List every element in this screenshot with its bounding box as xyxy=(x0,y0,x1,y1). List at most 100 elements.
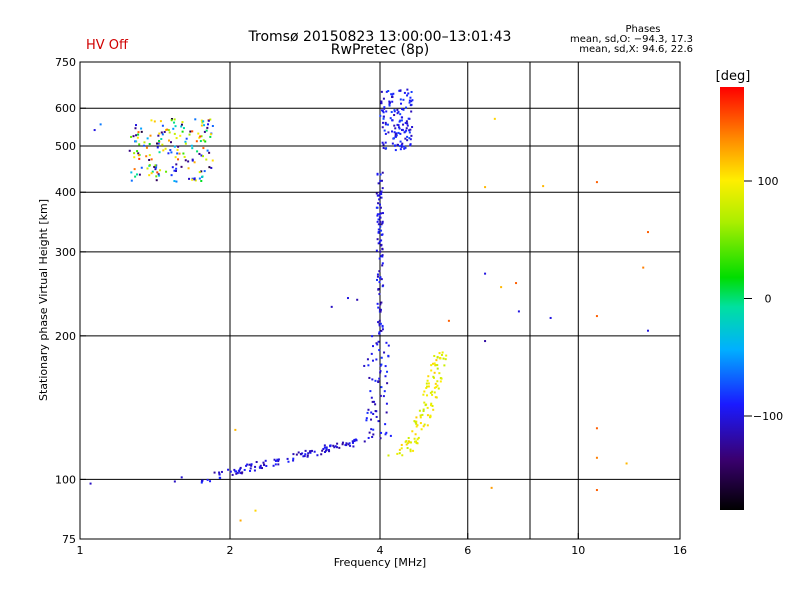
data-point xyxy=(409,104,412,107)
data-point xyxy=(208,151,211,154)
data-point xyxy=(376,275,379,278)
data-point xyxy=(435,359,438,362)
data-point xyxy=(157,173,160,176)
data-point xyxy=(549,316,552,319)
data-point xyxy=(431,404,434,407)
data-point xyxy=(235,472,238,475)
data-point xyxy=(383,351,386,354)
data-point xyxy=(398,452,401,455)
data-point xyxy=(191,158,194,161)
data-point xyxy=(164,147,167,150)
data-point xyxy=(381,328,384,331)
data-point xyxy=(387,454,390,457)
data-points xyxy=(89,88,649,522)
data-point xyxy=(241,471,244,474)
data-point xyxy=(388,103,391,106)
plot-grid xyxy=(80,62,680,539)
data-point xyxy=(177,158,180,161)
data-point xyxy=(180,123,183,126)
data-point xyxy=(277,463,280,466)
data-point xyxy=(404,146,407,149)
data-point xyxy=(399,148,402,151)
data-point xyxy=(419,422,422,425)
data-point xyxy=(231,473,234,476)
data-point xyxy=(447,319,450,322)
x-tick-label: 6 xyxy=(464,544,471,557)
data-point xyxy=(433,362,436,365)
data-point xyxy=(412,449,415,452)
data-point xyxy=(273,458,276,461)
x-tick-label: 1 xyxy=(77,544,84,557)
x-tick-label: 10 xyxy=(571,544,585,557)
data-point xyxy=(379,173,382,176)
data-point xyxy=(625,462,628,465)
data-point xyxy=(430,369,433,372)
data-point xyxy=(158,174,161,177)
data-point xyxy=(380,301,383,304)
data-point xyxy=(156,142,159,145)
data-point xyxy=(313,450,316,453)
data-point xyxy=(181,121,184,124)
data-point xyxy=(380,431,383,434)
data-point xyxy=(377,420,380,423)
data-point xyxy=(167,152,170,155)
data-point xyxy=(642,266,645,269)
data-point xyxy=(150,119,153,122)
data-point xyxy=(292,453,295,456)
data-point xyxy=(376,220,379,223)
data-point xyxy=(400,119,403,122)
data-point xyxy=(363,364,366,367)
data-point xyxy=(209,480,212,483)
data-point xyxy=(148,154,151,157)
data-point xyxy=(162,149,165,152)
data-point xyxy=(387,354,390,357)
data-point xyxy=(365,417,368,420)
data-point xyxy=(254,509,257,512)
data-point xyxy=(229,470,232,473)
colorbar-tick-label: 100 xyxy=(758,175,779,188)
data-point xyxy=(382,121,385,124)
data-point xyxy=(401,116,404,119)
data-point xyxy=(381,248,384,251)
data-point xyxy=(405,122,408,125)
data-point xyxy=(208,166,211,169)
data-point xyxy=(204,140,207,143)
data-point xyxy=(157,142,160,145)
data-point xyxy=(376,173,379,176)
data-point xyxy=(378,293,381,296)
data-point xyxy=(138,143,141,146)
data-point xyxy=(161,143,164,146)
data-point xyxy=(250,464,253,467)
data-point xyxy=(134,140,137,143)
data-point xyxy=(201,175,204,178)
data-point xyxy=(399,140,402,143)
data-point xyxy=(93,129,96,132)
data-point xyxy=(397,110,400,113)
data-point xyxy=(401,142,404,145)
data-point xyxy=(386,370,389,373)
data-point xyxy=(184,140,187,143)
data-point xyxy=(145,146,148,149)
data-point xyxy=(383,107,386,110)
data-point xyxy=(156,146,159,149)
data-point xyxy=(379,277,382,280)
data-point xyxy=(374,409,377,412)
data-point xyxy=(379,370,382,373)
data-point xyxy=(264,459,267,462)
data-point xyxy=(133,168,136,171)
data-point xyxy=(206,478,209,481)
data-point xyxy=(408,101,411,104)
data-point xyxy=(391,130,394,133)
data-point xyxy=(202,139,205,142)
data-point xyxy=(376,206,379,209)
data-point xyxy=(160,138,163,141)
data-point xyxy=(500,286,503,289)
data-point xyxy=(646,231,649,234)
data-point xyxy=(156,171,159,174)
data-point xyxy=(376,194,379,197)
data-point xyxy=(391,142,394,145)
data-point xyxy=(140,166,143,169)
data-point xyxy=(132,135,135,138)
data-point xyxy=(437,387,440,390)
data-point xyxy=(371,378,374,381)
